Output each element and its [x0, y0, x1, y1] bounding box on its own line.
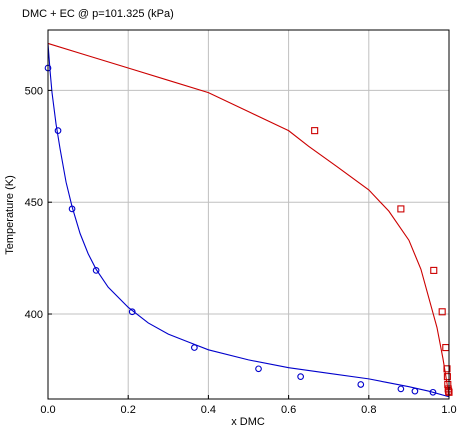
chart-title: DMC + EC @ p=101.325 (kPa) — [22, 8, 174, 20]
liquid-data-point — [128, 308, 136, 316]
liquid-data-point — [92, 267, 100, 274]
liquid-data-point — [397, 385, 405, 393]
axis-ticks: 0.0 0.2 0.4 0.6 0.8 1.0 400 450 500 — [25, 85, 457, 416]
liquid-data-point — [429, 388, 437, 396]
plot-area — [44, 42, 453, 398]
liquid-curve-line — [47, 43, 450, 398]
liquid-data-point — [255, 365, 262, 373]
y-tick-label: 450 — [25, 197, 43, 209]
vapor-data-point — [443, 365, 451, 373]
liquid-data-point — [191, 344, 198, 351]
liquid-data-point — [68, 205, 76, 213]
x-tick-label: 1.0 — [441, 404, 456, 416]
liquid-data-point — [357, 381, 365, 388]
vapor-data-point — [311, 127, 319, 135]
vapor-data-point — [442, 344, 450, 352]
vapor-data-point — [397, 205, 405, 213]
y-tick-label: 500 — [25, 85, 43, 97]
vapor-data-point — [444, 380, 452, 389]
grid — [48, 30, 449, 399]
x-tick-label: 0.4 — [201, 404, 216, 416]
x-tick-label: 0.6 — [281, 404, 296, 416]
vapor-curve-line — [47, 42, 450, 397]
vapor-data-point — [443, 373, 451, 381]
vapor-data-point — [438, 308, 446, 316]
plot-frame — [47, 29, 450, 400]
y-axis-title: Temperature (K) — [4, 175, 16, 254]
x-tick-label: 0.8 — [361, 404, 376, 416]
liquid-data-point — [54, 127, 62, 134]
x-axis-title: x DMC — [231, 416, 265, 428]
liquid-data-point — [297, 373, 304, 380]
y-tick-label: 400 — [25, 309, 43, 321]
vapor-data-point — [430, 266, 438, 274]
x-tick-label: 0.2 — [121, 404, 136, 416]
liquid-data-point — [411, 387, 419, 395]
x-tick-label: 0.0 — [40, 404, 55, 416]
